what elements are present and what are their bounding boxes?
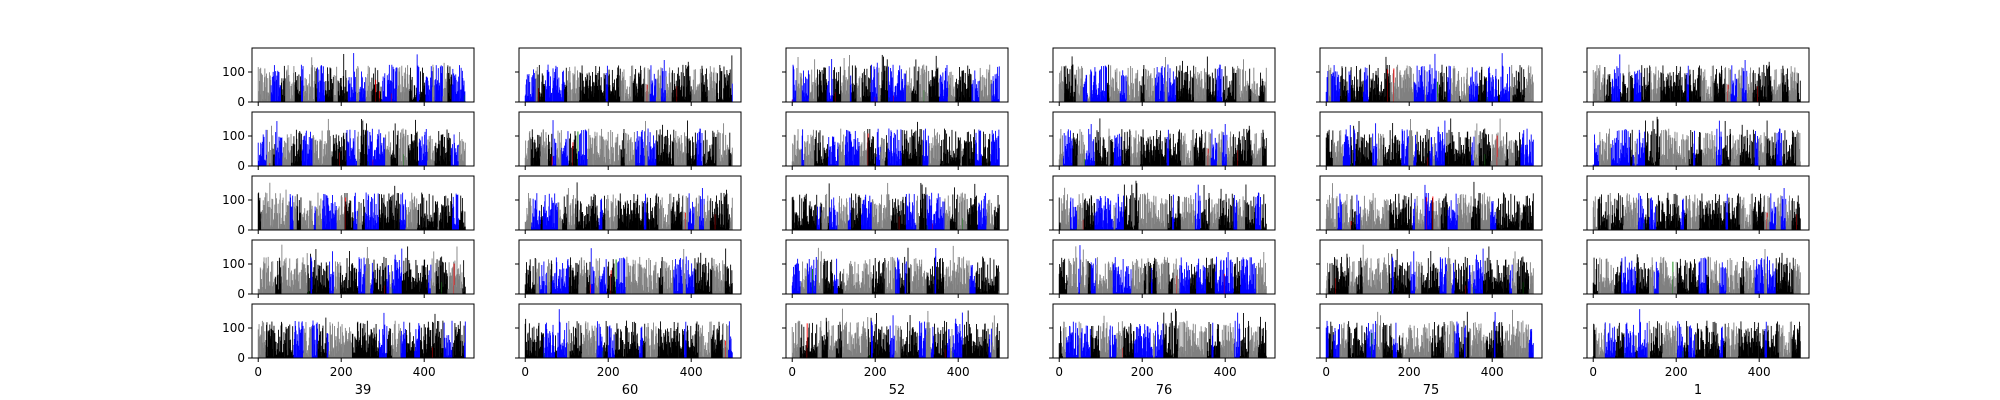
bars: [1592, 54, 1801, 102]
panel-r2-c1: 0 100: [222, 111, 475, 173]
bars: [1058, 56, 1267, 102]
panel-r1-c6: [1583, 47, 1810, 106]
bars: [524, 55, 733, 102]
bars: [1058, 118, 1267, 166]
panel-r1-c2: [515, 47, 742, 106]
panel-r1-c4: [1049, 47, 1276, 106]
panel-r1-c5: [1316, 47, 1543, 106]
bars: [791, 121, 1000, 166]
panel-r2-c4: [1049, 111, 1276, 170]
panel-frame: [785, 111, 1009, 167]
panel-frame: [251, 47, 475, 103]
panel-frame: [1586, 47, 1810, 103]
panel-frame: [785, 47, 1009, 103]
bars: [257, 118, 466, 166]
panel-frame: [1052, 47, 1276, 103]
panel-r2-c3: [782, 111, 1009, 170]
panel-frame: [251, 111, 475, 167]
y-tick-label: 0: [237, 159, 245, 173]
bars: [257, 53, 466, 102]
panel-frame: [518, 111, 742, 167]
bars: [791, 54, 1000, 102]
panel-r2-c2: [515, 111, 742, 170]
panel-r1-c3: [782, 47, 1009, 106]
y-tick-label: 100: [222, 65, 245, 79]
y-tick-label: 100: [222, 129, 245, 143]
bars: [524, 120, 733, 166]
panel-frame: [1319, 47, 1543, 103]
panel-frame: [518, 47, 742, 103]
bars: [1325, 53, 1534, 102]
y-tick-label: 0: [237, 95, 245, 109]
panel-r1-c1: 0 100: [222, 47, 475, 109]
